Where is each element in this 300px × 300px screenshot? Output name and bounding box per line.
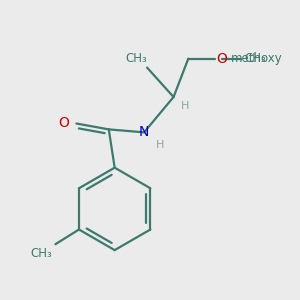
Text: H: H xyxy=(156,140,164,150)
Text: O: O xyxy=(216,52,227,66)
Text: CH₃: CH₃ xyxy=(125,52,147,64)
Text: H: H xyxy=(181,101,189,111)
Text: N: N xyxy=(139,125,149,139)
Text: CH₃: CH₃ xyxy=(244,52,266,65)
Text: CH₃: CH₃ xyxy=(31,247,52,260)
Text: methoxy: methoxy xyxy=(231,52,283,65)
Text: O: O xyxy=(58,116,69,130)
